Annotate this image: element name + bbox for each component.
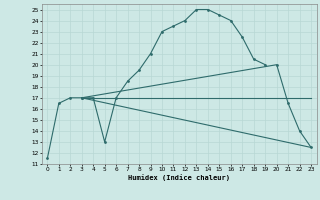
X-axis label: Humidex (Indice chaleur): Humidex (Indice chaleur) — [128, 174, 230, 181]
